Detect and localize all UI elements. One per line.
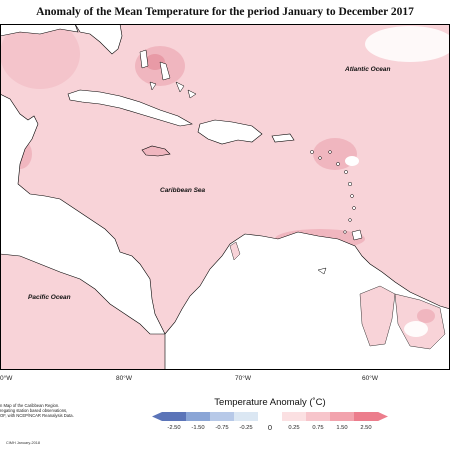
land-lesser-antilles: [310, 150, 363, 241]
land-florida: [74, 24, 123, 55]
legend-swatch: [210, 412, 235, 421]
legend-swatch: [162, 412, 187, 421]
legend-tick-label: 0.75: [312, 425, 324, 431]
longitude-label: 80°W: [116, 375, 132, 382]
land-central-america: [0, 93, 166, 335]
land-jamaica: [141, 145, 171, 157]
near-zero-patch: [345, 156, 359, 166]
legend-tick-label: -0.75: [215, 425, 229, 431]
near-zero-patch: [365, 26, 450, 62]
guiana-anomaly: [359, 285, 396, 347]
legend-colorbar: [152, 412, 388, 421]
near-zero-patch: [404, 321, 428, 337]
longitude-label: 0°W: [0, 375, 13, 382]
legend-tick-label: -1.50: [191, 425, 205, 431]
legend-swatch: [354, 412, 379, 421]
legend-tick-label: -0.25: [239, 425, 253, 431]
legend-arrow-left: [152, 412, 162, 421]
legend-tick-label: 2.50: [360, 425, 372, 431]
note-line: regating station based observations,: [0, 408, 68, 414]
note-line: OF, with NCEP/NCAR Reanalysis Data.: [0, 413, 74, 419]
land-us: [0, 24, 79, 37]
anomaly-map: Atlantic Ocean Caribbean Sea Pacific Oce…: [0, 24, 450, 370]
land-cuba: [67, 89, 193, 127]
credit-text: CIMH January-2018: [6, 441, 40, 445]
map-title: Anomaly of the Mean Temperature for the …: [36, 6, 414, 18]
legend-swatch: [186, 412, 211, 421]
land-aruba: [317, 267, 327, 275]
hot-patch: [145, 54, 165, 70]
legend-swatch: [282, 412, 307, 421]
land-bahamas: [139, 49, 197, 99]
longitude-label: 70°W: [235, 375, 251, 382]
legend-tick-label: 0.25: [288, 425, 300, 431]
legend-arrow-right: [378, 412, 388, 421]
atlantic-ocean-label: Atlantic Ocean: [344, 66, 391, 73]
legend-swatch: [234, 412, 259, 421]
legend-title: Temperature Anomaly (˚C): [214, 397, 326, 408]
legend-swatch: [330, 412, 355, 421]
legend-tick-label: 1.50: [336, 425, 348, 431]
pacific-ocean-label: Pacific Ocean: [28, 294, 71, 301]
note-line: n Map of the Caribbean Region.: [0, 403, 60, 408]
legend-swatch: [258, 412, 283, 421]
map-notes: n Map of the Caribbean Region. regating …: [0, 403, 120, 419]
warm-patch: [417, 309, 435, 323]
land-hispaniola: [197, 119, 263, 145]
legend-tick-label: 0: [267, 423, 273, 432]
legend-swatch: [306, 412, 331, 421]
legend-tick-label: -2.50: [167, 425, 181, 431]
land-puerto-rico: [271, 133, 295, 143]
warm-patch: [0, 24, 80, 89]
lake-maracaibo: [229, 241, 241, 261]
longitude-label: 60°W: [362, 375, 378, 382]
caribbean-sea-label: Caribbean Sea: [160, 187, 206, 194]
map-svg: Atlantic Ocean Caribbean Sea Pacific Oce…: [0, 24, 450, 370]
